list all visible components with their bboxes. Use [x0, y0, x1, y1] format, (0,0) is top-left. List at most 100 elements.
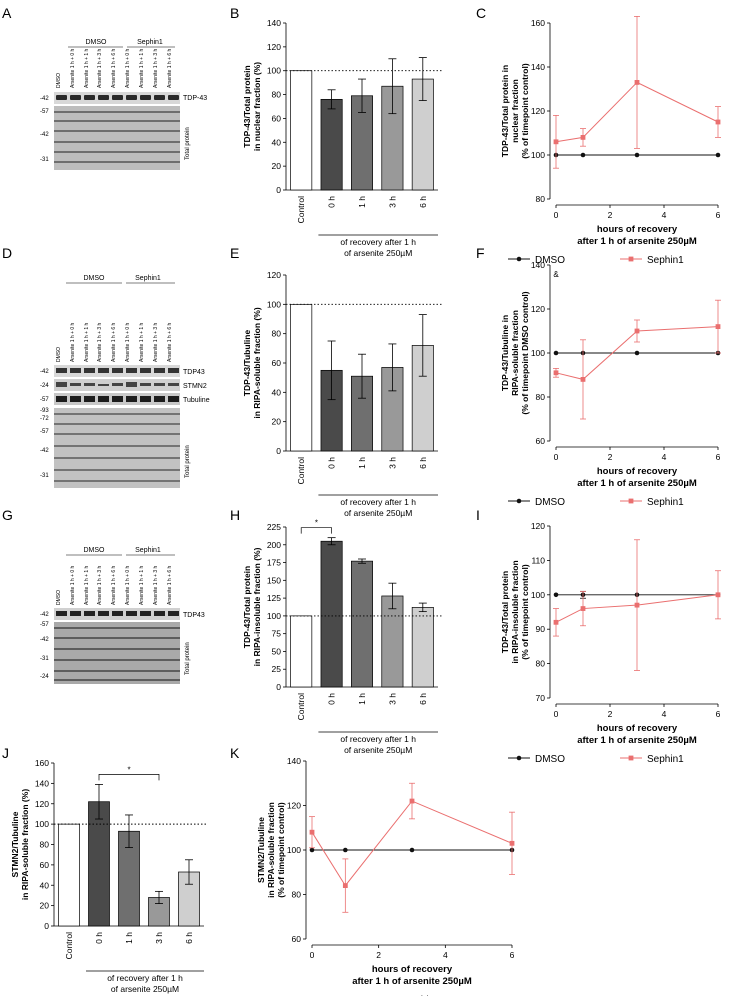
h-bar [381, 595, 404, 688]
blot-a-lane-label: Arsenite 1 h + 3 h [153, 48, 159, 88]
k-sephin1-point [509, 840, 515, 846]
j-y-tick-label: 160 [35, 758, 49, 768]
h-y-tick-label: 25 [272, 664, 282, 674]
blot-g-total-protein-gel [54, 622, 180, 684]
panel-letter-i: I [476, 507, 480, 523]
blot-g-band-label: TDP43 [183, 612, 205, 619]
h-y-tick-label: 0 [276, 682, 281, 692]
h-y-tick-label: 225 [267, 522, 281, 532]
f-annotation: & [553, 270, 559, 279]
f-dmso-point [634, 350, 640, 356]
blot-d-lane-label: Arsenite 1 h + 6 h [111, 322, 117, 362]
b-category-label: 1 h [357, 196, 367, 208]
i-y-tick-label: 70 [536, 693, 546, 703]
i-y-axis-label: TDP-43/Total protein [500, 571, 510, 654]
c-sephin1-point [553, 139, 559, 145]
h-category-label: 6 h [418, 693, 428, 705]
b-caption-line1: of recovery after 1 h [340, 237, 416, 247]
k-sephin1-point [342, 883, 348, 888]
c-x-tick-label: 0 [554, 210, 559, 220]
f-sephin1-point [634, 328, 640, 334]
i-sephin1-point [634, 602, 640, 608]
blot-a-lane-label: Arsenite 1 h + 3 h [97, 48, 103, 88]
i-sephin1-point [553, 619, 559, 625]
f-y-tick-label: 80 [536, 392, 546, 402]
c-x-axis-label: after 1 h of arsenite 250µM [577, 236, 697, 247]
k-x-tick-label: 0 [310, 950, 315, 960]
blot-d-marker: -72 [40, 416, 49, 422]
blot-d-marker: -93 [40, 408, 49, 414]
i-x-tick-label: 4 [662, 709, 667, 719]
i-y-axis-label: in RIPA-insoluble fraction [510, 560, 520, 663]
i-x-tick-label: 6 [716, 709, 721, 719]
blot-d-lane-labels: DMSO Arsenite 1 h + 0 h Arsenite 1 h + 1… [56, 322, 173, 362]
i-legend-sephin1-marker [628, 755, 634, 761]
panel-letter-a: A [2, 5, 12, 21]
i-sephin1-point [715, 592, 721, 598]
bar-chart-j: 0 20 40 60 80 100 120 140 160 STMN2/Tubuline in RI… [10, 758, 208, 994]
c-sephin1-point [580, 135, 586, 140]
b-category-label: 3 h [387, 196, 397, 208]
h-bar [351, 560, 373, 688]
j-caption-line1: of recovery after 1 h [107, 973, 183, 983]
k-x-axis-label: after 1 h of arsenite 250µM [352, 976, 472, 987]
e-y-tick-label: 80 [272, 329, 282, 339]
blot-d-marker: -31 [40, 473, 49, 479]
b-y-tick-label: 140 [267, 18, 281, 28]
blot-d-group-dmso: DMSO [84, 275, 106, 282]
blot-d-band-label: STMN2 [183, 383, 207, 390]
b-y-tick-label: 80 [272, 90, 282, 100]
j-caption-line2: of arsenite 250µM [111, 984, 179, 994]
j-y-tick-label: 120 [35, 799, 49, 809]
i-y-tick-label: 90 [536, 624, 546, 634]
j-y-tick-label: 0 [44, 921, 49, 931]
f-y-tick-label: 140 [531, 260, 545, 270]
blot-d-lane-label: Arsenite 1 h + 1 h [84, 322, 90, 362]
j-category-label: Control [64, 932, 74, 960]
f-y-axis-label: RIPA-soluble fraction [510, 310, 520, 396]
blot-g-marker: -31 [40, 656, 49, 662]
j-y-axis-label: STMN2/Tubuline [10, 811, 20, 877]
blot-a-lane-label: Arsenite 1 h + 1 h [139, 48, 145, 88]
j-category-label: 3 h [154, 932, 164, 944]
j-category-label: 1 h [124, 932, 134, 944]
panel-letter-d: D [2, 245, 12, 261]
blot-g-lane-label: Arsenite 1 h + 3 h [153, 565, 159, 605]
j-bar [88, 801, 110, 927]
h-caption-line1: of recovery after 1 h [340, 734, 416, 744]
c-dmso-point [580, 152, 586, 158]
f-y-tick-label: 120 [531, 304, 545, 314]
blot-d-group-sephin1: Sephin1 [135, 275, 161, 282]
c-series-line [555, 81, 719, 143]
k-x-tick-label: 6 [510, 950, 515, 960]
c-x-tick-label: 6 [716, 210, 721, 220]
k-y-tick-label: 100 [287, 845, 301, 855]
f-y-tick-label: 60 [536, 436, 546, 446]
blot-d-band-label: Tubuline [183, 397, 210, 404]
k-x-tick-label: 4 [443, 950, 448, 960]
blot-a-lane-label: Arsenite 1 h + 0 h [125, 48, 131, 88]
blot-g-lane-label: Arsenite 1 h + 6 h [111, 565, 117, 605]
k-x-tick-label: 2 [376, 950, 381, 960]
i-y-tick-label: 80 [536, 659, 546, 669]
c-sephin1-point [634, 80, 640, 85]
c-x-axis-label: hours of recovery [597, 224, 678, 235]
blot-a-lane-label: Arsenite 1 h + 6 h [167, 48, 173, 88]
b-caption-line2: of arsenite 250µM [344, 248, 412, 258]
e-category-label: 0 h [327, 457, 337, 469]
blot-g-lane-label: DMSO [56, 590, 62, 605]
blot-g-lane-label: Arsenite 1 h + 0 h [125, 565, 131, 605]
h-y-tick-label: 125 [267, 593, 281, 603]
e-y-tick-label: 100 [267, 299, 281, 309]
b-category-label: 6 h [418, 196, 428, 208]
f-x-tick-label: 6 [716, 452, 721, 462]
panel-letter-k: K [230, 745, 240, 761]
blot-a-total-protein-gel [54, 106, 180, 170]
blot-g-marker: -42 [40, 637, 49, 643]
b-category-label: 0 h [327, 196, 337, 208]
e-y-tick-label: 20 [272, 417, 282, 427]
blot-a-group-sephin1: Sephin1 [137, 39, 163, 46]
blot-a-marker: -31 [40, 157, 49, 163]
blot-d-marker: -42 [40, 369, 49, 375]
